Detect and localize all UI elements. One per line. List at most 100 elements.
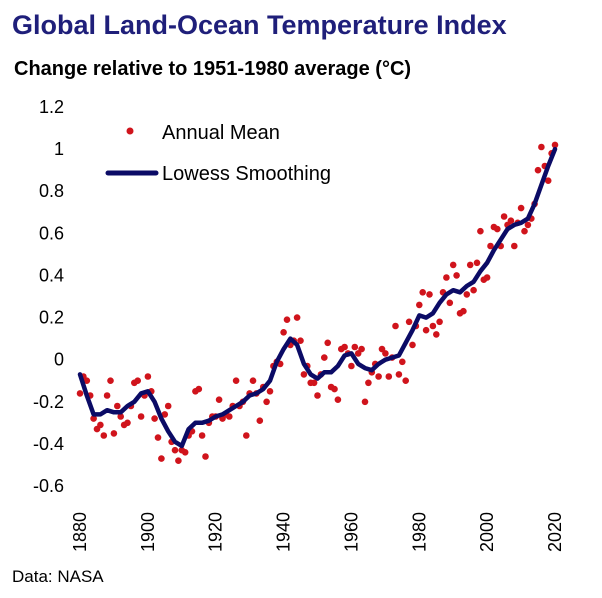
annual-mean-point	[436, 318, 443, 326]
annual-mean-point	[90, 415, 97, 422]
annual-mean-point	[293, 314, 301, 321]
annual-mean-point	[107, 377, 114, 385]
annual-mean-point	[243, 432, 250, 439]
annual-mean-point	[280, 329, 287, 336]
lowess-smoothing-line	[77, 146, 558, 449]
annual-mean-point	[151, 415, 158, 422]
annual-mean-point	[511, 242, 518, 250]
x-tick-label: 1900	[138, 512, 158, 552]
annual-mean-point	[395, 371, 403, 378]
annual-mean-point	[161, 411, 169, 418]
annual-mean-point	[97, 421, 104, 429]
annual-mean-point	[351, 343, 359, 351]
annual-mean-point	[361, 398, 369, 406]
annual-mean-point	[83, 377, 91, 385]
annual-mean-point	[100, 432, 108, 439]
y-tick-label: -0.2	[33, 392, 64, 412]
annual-mean-point	[266, 388, 274, 395]
annual-mean-point	[283, 316, 291, 324]
chart-title: Global Land-Ocean Temperature Index	[12, 10, 507, 40]
annual-mean-point	[331, 385, 338, 393]
annual-mean-point	[76, 390, 84, 397]
annual-mean-point	[137, 413, 145, 420]
annual-mean-point	[538, 143, 545, 151]
annual-mean-point	[297, 337, 304, 345]
annual-mean-point	[195, 385, 203, 393]
annual-mean-point	[226, 413, 233, 420]
annual-mean-point	[215, 396, 223, 404]
annual-mean-point	[507, 217, 515, 224]
annual-mean-point	[453, 272, 460, 279]
legend-label-annual-mean: Annual Mean	[162, 122, 280, 144]
annual-mean-point	[402, 377, 410, 385]
annual-mean-point	[198, 432, 206, 439]
annual-mean-point	[324, 339, 332, 347]
annual-mean-point	[483, 274, 491, 281]
annual-mean-point	[310, 379, 318, 387]
y-tick-label: 1.2	[39, 97, 64, 117]
annual-mean-point	[419, 289, 427, 296]
annual-mean-point	[375, 373, 382, 380]
annual-mean-point	[154, 434, 162, 441]
annual-mean-point	[103, 392, 111, 399]
annual-mean-point	[477, 227, 484, 235]
annual-mean-point	[314, 392, 321, 399]
annual-mean-point	[124, 419, 131, 427]
annual-mean-point	[433, 331, 440, 338]
x-tick-label: 1880	[70, 512, 90, 552]
annual-mean-point	[341, 343, 348, 351]
data-source-note: Data: NASA	[12, 567, 104, 586]
annual-mean-point	[446, 299, 454, 307]
annual-mean-point	[334, 396, 342, 404]
annual-mean-point	[117, 413, 124, 420]
annual-mean-point	[449, 261, 457, 269]
annual-mean-point	[470, 286, 477, 294]
legend-marker-annual-mean	[126, 127, 134, 135]
annual-mean-point	[300, 371, 308, 378]
annual-mean-point	[358, 345, 365, 353]
annual-mean-point	[114, 402, 121, 410]
annual-mean-point	[202, 453, 209, 460]
y-tick-label: 0.2	[39, 308, 64, 328]
x-tick-label: 1940	[274, 512, 294, 552]
annual-mean-point	[422, 326, 430, 334]
annual-mean-point	[500, 213, 508, 220]
annual-mean-point	[473, 259, 481, 267]
annual-mean-point	[232, 377, 240, 385]
annual-mean-point	[466, 261, 474, 269]
annual-mean-point	[164, 402, 172, 410]
annual-mean-point	[544, 177, 552, 184]
chart-subtitle: Change relative to 1951-1980 average (°C…	[14, 58, 412, 80]
annual-mean-point	[385, 373, 393, 380]
annual-mean-point	[171, 446, 179, 454]
annual-mean-point	[144, 373, 152, 380]
annual-mean-point	[409, 341, 416, 349]
y-tick-label: -0.4	[33, 434, 64, 454]
annual-mean-point	[416, 301, 423, 309]
annual-mean-point	[249, 377, 257, 385]
y-tick-label: 1	[54, 139, 64, 159]
annual-mean-point	[517, 204, 525, 212]
x-tick-label: 2000	[477, 512, 497, 552]
annual-mean-point	[405, 318, 413, 326]
annual-mean-point	[392, 322, 399, 330]
legend-label-lowess-smoothing: Lowess Smoothing	[162, 163, 331, 185]
annual-mean-point	[382, 350, 389, 357]
annual-mean-point	[365, 379, 372, 387]
annual-mean-point	[551, 141, 559, 149]
annual-mean-point	[521, 227, 528, 235]
x-tick-label: 1920	[206, 512, 226, 552]
annual-mean-point	[429, 322, 437, 330]
annual-mean-point	[263, 398, 270, 406]
annual-mean-point	[256, 417, 264, 425]
annual-mean-point	[399, 358, 406, 366]
annual-mean-point	[175, 457, 182, 465]
y-tick-label: 0.6	[39, 223, 64, 243]
annual-mean-point	[534, 166, 542, 174]
y-tick-label: 0.8	[39, 181, 64, 201]
annual-mean-point	[181, 449, 189, 456]
y-tick-label: 0.4	[39, 265, 64, 285]
annual-mean-point	[134, 377, 141, 385]
annual-mean-point	[348, 362, 355, 370]
